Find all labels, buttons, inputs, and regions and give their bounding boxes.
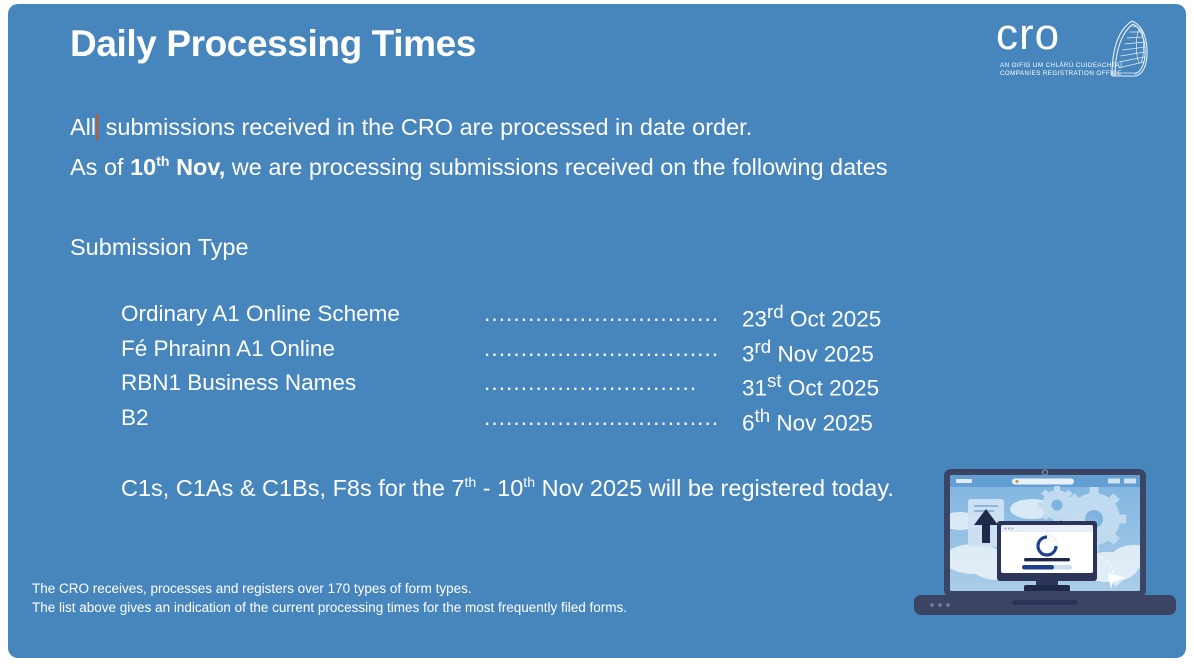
footer-line-1: The CRO receives, processes and register… bbox=[32, 581, 472, 596]
note-ordinal-1: th bbox=[464, 474, 477, 491]
date-rest: Oct 2025 bbox=[783, 306, 882, 332]
submission-type-label: Ordinary A1 Online Scheme bbox=[121, 301, 400, 326]
page-title: Daily Processing Times bbox=[70, 23, 476, 64]
cro-wordmark: cro bbox=[996, 10, 1061, 59]
intro-line2-suffix: we are processing submissions received o… bbox=[225, 154, 888, 180]
date-rest: Oct 2025 bbox=[781, 375, 880, 401]
dot-leader: ................................ bbox=[484, 335, 720, 361]
intro-line1-part-b: submissions received in the CRO are proc… bbox=[105, 114, 753, 140]
cro-logo: cro AN OIFIG UM CHLÁRÚ CUIDEACHTAÍ COMPA… bbox=[996, 10, 1156, 82]
note-ordinal-2: th bbox=[523, 474, 536, 491]
laptop-essential-maintenance-illustration bbox=[914, 469, 1176, 615]
note-prefix: C1s, C1As & C1Bs, F8s for the 7 bbox=[121, 475, 465, 501]
date-day: 31 bbox=[742, 375, 768, 401]
footer-note: The CRO receives, processes and register… bbox=[32, 579, 627, 617]
date-ordinal: st bbox=[767, 370, 782, 391]
table-row: B2 ................................ 6th … bbox=[121, 405, 921, 440]
cro-subtitle-english: COMPANIES REGISTRATION OFFICE bbox=[1000, 70, 1122, 77]
date-day: 6 bbox=[742, 410, 755, 435]
as-of-month: Nov, bbox=[169, 154, 226, 180]
intro-line2-prefix: As of bbox=[70, 154, 131, 180]
as-of-day: 10 bbox=[130, 154, 157, 180]
submission-type-label: Fé Phrainn A1 Online bbox=[121, 335, 335, 361]
submission-type-label: B2 bbox=[121, 404, 149, 430]
date-rest: Nov 2025 bbox=[770, 410, 873, 435]
closing-note: C1s, C1As & C1Bs, F8s for the 7th - 10th… bbox=[121, 475, 894, 502]
date-ordinal: th bbox=[754, 404, 771, 426]
cro-subtitle-irish: AN OIFIG UM CHLÁRÚ CUIDEACHTAÍ bbox=[1000, 62, 1123, 69]
processing-date: 31st Oct 2025 bbox=[742, 370, 879, 402]
date-day: 3 bbox=[742, 341, 755, 366]
table-row: Fé Phrainn A1 Online ...................… bbox=[121, 336, 921, 371]
as-of-date: 10th Nov, bbox=[130, 154, 225, 180]
intro-line1-part-a: All bbox=[70, 114, 97, 140]
date-ordinal: rd bbox=[767, 301, 784, 322]
date-rest: Nov 2025 bbox=[771, 341, 874, 366]
submission-type-label: RBN1 Business Names bbox=[121, 370, 357, 395]
dot-leader: ................................ bbox=[484, 301, 720, 326]
date-ordinal: rd bbox=[754, 335, 772, 357]
dot-leader: ................................ bbox=[484, 404, 720, 430]
processing-date: 3rd Nov 2025 bbox=[742, 336, 874, 368]
table-row: RBN1 Business Names ....................… bbox=[121, 370, 921, 405]
as-of-ordinal: th bbox=[156, 153, 170, 170]
date-day: 23 bbox=[742, 306, 768, 332]
slide-canvas: Daily Processing Times cro AN OIFIG UM C… bbox=[8, 4, 1186, 658]
processing-date: 6th Nov 2025 bbox=[742, 405, 873, 437]
footer-line-2: The list above gives an indication of th… bbox=[32, 600, 628, 615]
note-suffix: Nov 2025 will be registered today. bbox=[535, 475, 894, 501]
dot-leader: ............................. bbox=[484, 370, 698, 395]
intro-line-2: As of 10th Nov, we are processing submis… bbox=[70, 154, 888, 181]
table-row: Ordinary A1 Online Scheme ..............… bbox=[121, 301, 921, 336]
text-caret bbox=[96, 114, 99, 140]
irish-harp-icon bbox=[1111, 20, 1148, 77]
note-middle: - 10 bbox=[476, 475, 524, 501]
intro-line-1: All submissions received in the CRO are … bbox=[70, 114, 752, 141]
submission-type-heading: Submission Type bbox=[70, 234, 249, 260]
submission-table: Ordinary A1 Online Scheme ..............… bbox=[121, 301, 921, 439]
processing-date: 23rd Oct 2025 bbox=[742, 301, 881, 333]
